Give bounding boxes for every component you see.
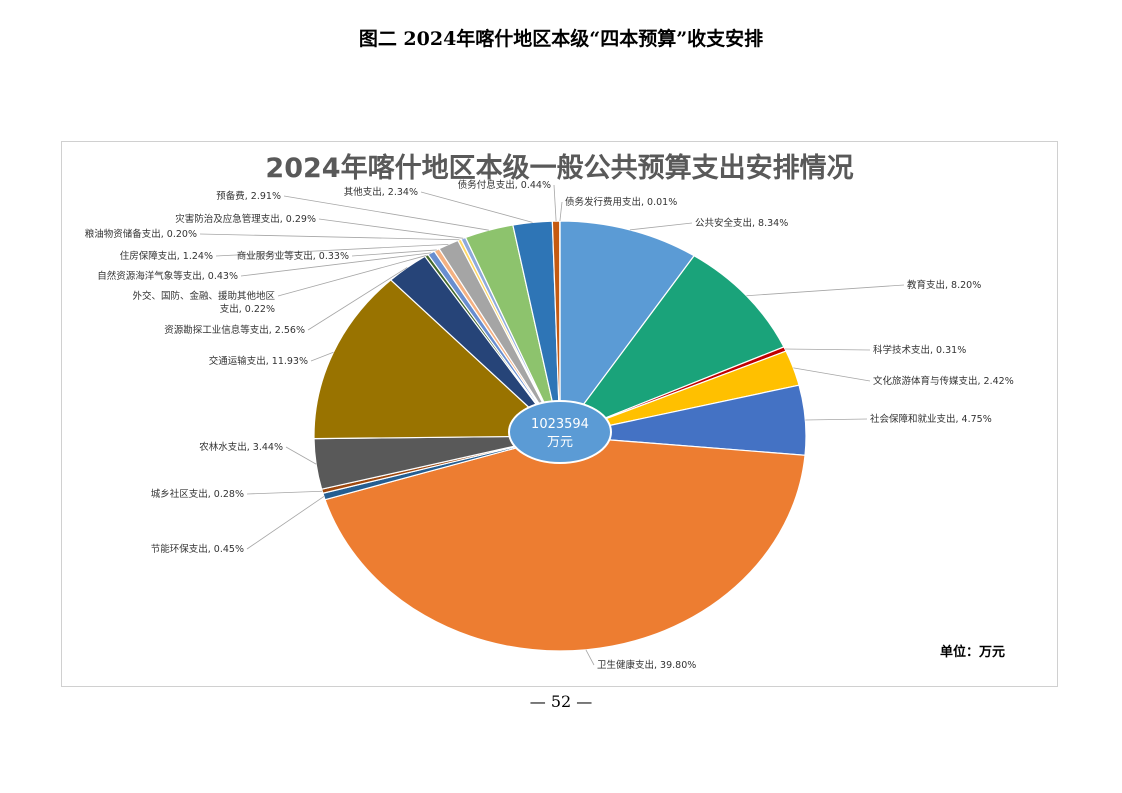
slice-label: 交通运输支出, 11.93% (209, 355, 308, 367)
chart-title: 2024年喀什地区本级一般公共预算支出安排情况 (265, 153, 854, 184)
leader-line (559, 201, 563, 222)
leader-line (553, 184, 557, 222)
slice-label: 债务发行费用支出, 0.01% (565, 196, 677, 208)
center-total-value: 1023594 (531, 417, 589, 432)
pie-slice (558, 254, 785, 438)
center-total-bubble (508, 400, 612, 464)
leader-line (215, 243, 449, 257)
leader-line (585, 649, 595, 666)
leader-line (746, 284, 905, 297)
pie-slice (313, 279, 562, 440)
leader-line (307, 267, 408, 331)
slice-label: 节能环保支出, 0.45% (151, 543, 244, 555)
leader-line (277, 255, 427, 297)
slice-label: 社会保障和就业支出, 4.75% (870, 413, 992, 425)
leader-line (784, 348, 871, 351)
slice-label: 外交、国防、金融、援助其他地区支出, 0.22% (132, 290, 275, 315)
slice-label: 公共安全支出, 8.34% (695, 217, 788, 229)
slice-label: 灾害防治及应急管理支出, 0.29% (175, 213, 316, 225)
pie-slice (324, 435, 806, 652)
leader-line (318, 218, 464, 239)
pie-slice (559, 220, 695, 438)
slice-label: 商业服务业等支出, 0.33% (237, 250, 349, 262)
leader-line (240, 252, 432, 277)
leader-line (246, 490, 323, 495)
slice-label: 科学技术支出, 0.31% (873, 344, 966, 356)
slice-label: 资源勘探工业信息等支出, 2.56% (164, 324, 305, 336)
page-number: — 52 — (529, 692, 593, 711)
slice-label: 教育支出, 8.20% (907, 279, 981, 291)
slice-label: 其他支出, 2.34% (344, 186, 418, 198)
slice-label: 粮油物资储备支出, 0.20% (85, 228, 197, 240)
leader-line (199, 233, 460, 241)
leader-line (285, 446, 317, 465)
slice-label: 债务付息支出, 0.44% (458, 179, 551, 191)
page-title: 图二 2024年喀什地区本级“四本预算”收支安排 (358, 28, 764, 50)
leader-line (629, 222, 693, 231)
slice-label: 住房保障支出, 1.24% (120, 250, 213, 262)
leader-line (420, 191, 533, 223)
leader-line (351, 249, 437, 257)
leader-line (246, 496, 325, 550)
slice-label: 卫生健康支出, 39.80% (597, 659, 696, 671)
slice-label: 农林水支出, 3.44% (199, 441, 283, 453)
leader-line (310, 351, 334, 362)
leader-line (283, 195, 489, 231)
slice-label: 文化旅游体育与传媒支出, 2.42% (873, 375, 1014, 387)
center-total-unit: 万元 (547, 435, 573, 450)
slice-label: 自然资源海洋气象等支出, 0.43% (97, 270, 238, 282)
leader-line (805, 418, 868, 421)
slice-label: 城乡社区支出, 0.28% (151, 488, 244, 500)
slice-label: 预备费, 2.91% (216, 190, 281, 202)
unit-label: 单位：万元 (940, 645, 1006, 660)
leader-line (793, 367, 871, 382)
